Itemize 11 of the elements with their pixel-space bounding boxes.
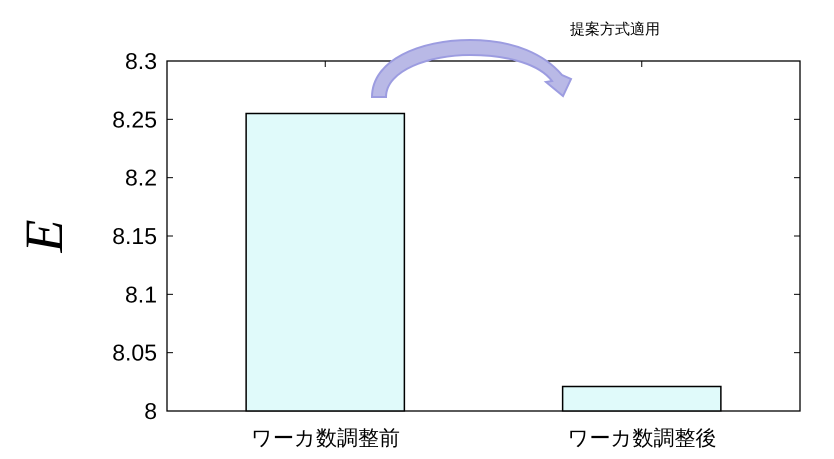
y-tick-label: 8 [144,398,157,424]
text: 提案方式適用 [570,21,660,38]
y-tick-label: 8.3 [125,48,157,74]
y-tick-label: 8.15 [112,223,157,249]
y-tick-label: 8.05 [112,340,157,366]
y-tick-label: 8.1 [125,281,157,308]
x-tick-label: ワーカ数調整前 [250,427,400,450]
y-axis-title: E [14,220,74,254]
y-tick-label: 8.2 [125,164,157,191]
y-tick-label: 8.25 [112,106,157,132]
x-tick-label: ワーカ数調整後 [567,427,716,450]
